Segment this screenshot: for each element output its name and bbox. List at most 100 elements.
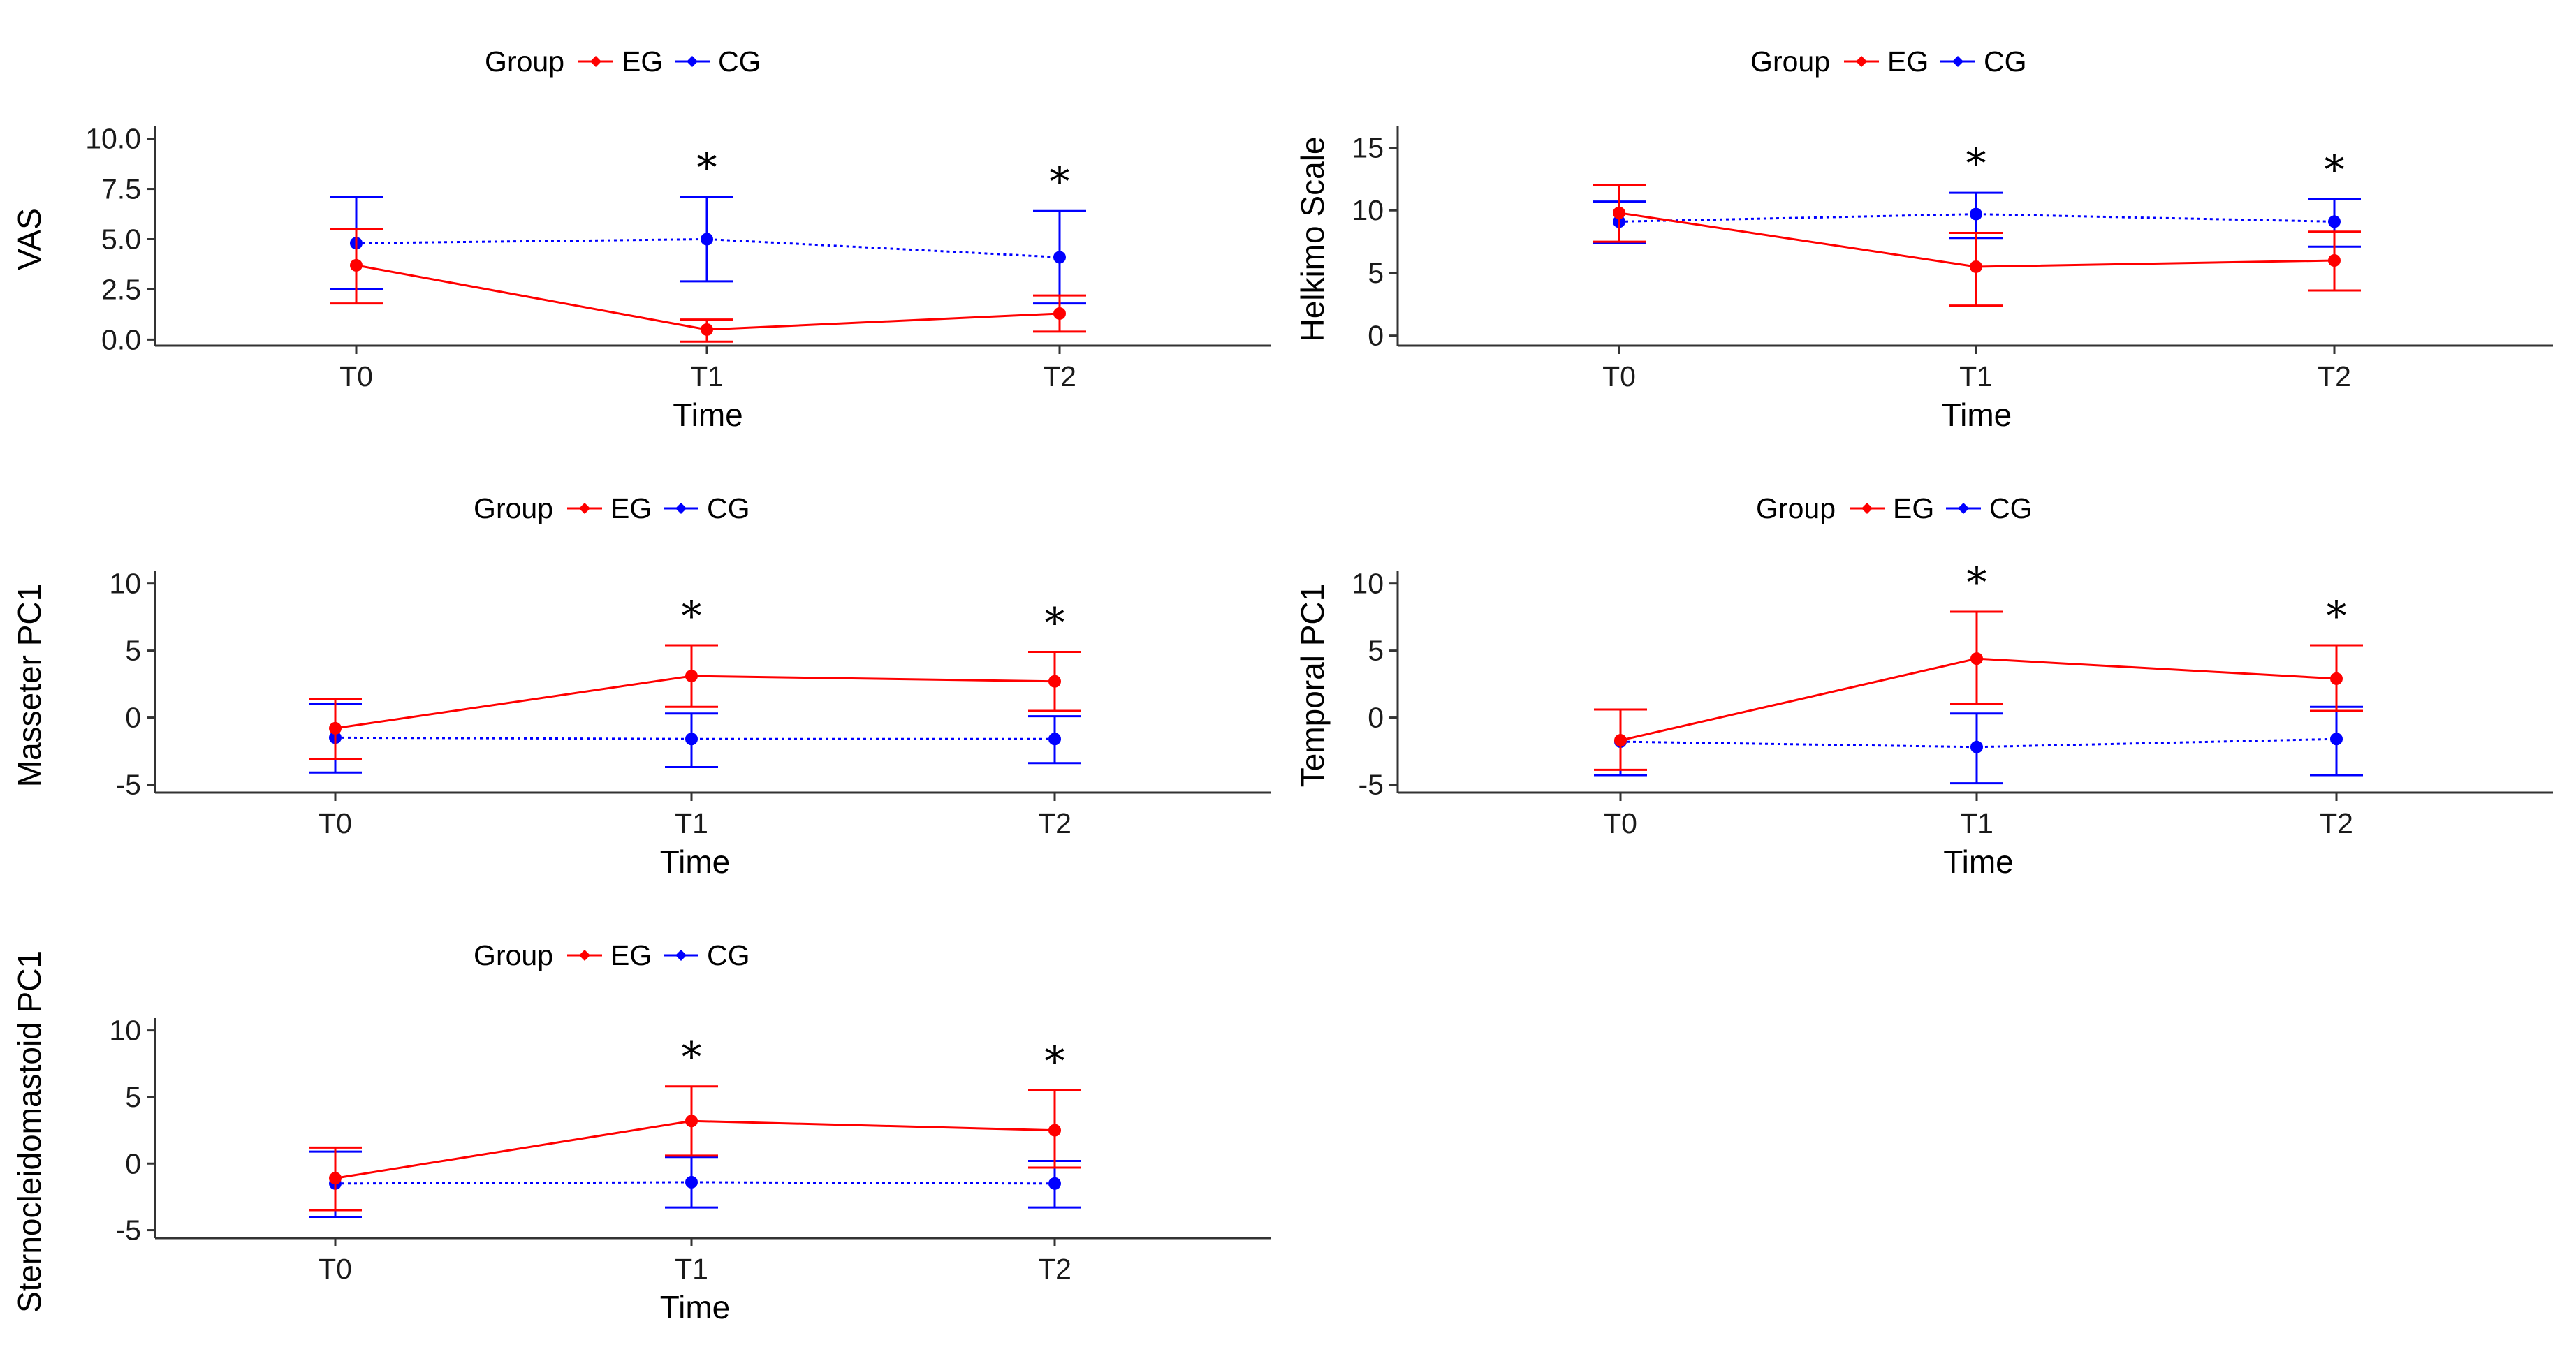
y-tick-label: 5 <box>1368 635 1384 667</box>
significance-star: * <box>1966 140 1986 187</box>
x-tick-label: T2 <box>1038 1253 1071 1285</box>
series-eg <box>309 1085 1081 1212</box>
legend-key-marker-eg <box>590 56 601 67</box>
significance-star: * <box>1050 158 1070 205</box>
data-point-eg <box>685 670 698 683</box>
data-point-eg <box>329 1172 342 1185</box>
data-point-eg <box>350 258 363 272</box>
y-tick-label: 0 <box>1368 702 1384 734</box>
data-point-eg <box>329 721 342 735</box>
x-tick-label: T2 <box>2318 360 2351 392</box>
x-tick-label: T1 <box>1960 807 1993 839</box>
series-line-cg <box>335 1181 1055 1185</box>
x-tick-label: T2 <box>1043 360 1076 392</box>
x-tick-label: T2 <box>2320 807 2353 839</box>
legend-label-cg: CG <box>1989 492 2033 524</box>
x-tick-label: T0 <box>319 807 352 839</box>
y-tick-label: -5 <box>1359 768 1384 800</box>
significance-star: * <box>2327 592 2347 640</box>
series-line-eg <box>335 1119 1055 1179</box>
y-tick-label: 5 <box>125 635 141 667</box>
y-tick-label: 10 <box>109 1015 141 1047</box>
legend-label-cg: CG <box>707 492 750 524</box>
data-point-cg <box>701 233 713 246</box>
series-line-eg <box>1620 657 2337 742</box>
significance-star: * <box>682 592 702 640</box>
legend-label-cg: CG <box>718 45 761 78</box>
legend-label-eg: EG <box>610 492 652 524</box>
x-axis-title: Time <box>660 1289 731 1325</box>
data-point-eg <box>2330 672 2343 685</box>
y-axis-title: Temporal PC1 <box>1294 584 1331 787</box>
legend: Group EG CG <box>1750 45 2026 78</box>
legend-key-marker-cg <box>675 503 687 514</box>
series-eg <box>330 228 1086 343</box>
significance-star: * <box>1045 599 1065 647</box>
legend-label-eg: EG <box>1893 492 1934 524</box>
series-line-cg <box>335 736 1055 740</box>
y-tick-label: 5.0 <box>101 223 141 256</box>
data-point-eg <box>685 1115 698 1128</box>
x-axis-title: Time <box>673 397 743 433</box>
legend-title: Group <box>1756 492 1836 524</box>
x-tick-label: T1 <box>1959 360 1993 392</box>
data-point-cg <box>1048 733 1061 746</box>
y-tick-label: 10.0 <box>85 123 141 155</box>
legend: Group EG CG <box>474 939 749 971</box>
series-eg <box>309 644 1081 760</box>
chart-panel-1: 0.0 2.5 5.0 7.5 10.0 T0 T1 T2 Time VAS Group EG CG * * <box>11 45 1271 433</box>
legend: Group EG CG <box>1756 492 2032 524</box>
x-tick-label: T0 <box>339 360 373 392</box>
y-axis-title: Masseter PC1 <box>11 584 47 787</box>
x-tick-label: T2 <box>1038 807 1071 839</box>
legend: Group EG CG <box>485 45 761 78</box>
x-axis-title: Time <box>1942 397 2012 433</box>
legend-label-cg: CG <box>1984 45 2027 78</box>
data-point-eg <box>1048 1124 1061 1137</box>
legend-label-eg: EG <box>610 939 652 971</box>
y-tick-label: 0.0 <box>101 323 141 355</box>
chart-panel-4: -5 0 5 10 T0 T1 T2 Time Temporal PC1 Group EG CG * * <box>1294 492 2553 880</box>
legend: Group EG CG <box>474 492 749 524</box>
data-point-cg <box>2330 733 2343 746</box>
legend-label-cg: CG <box>707 939 750 971</box>
significance-star: * <box>1967 559 1987 606</box>
chart-panel-2: 0 5 10 15 T0 T1 T2 Time Helkimo Scale Group EG CG * * <box>1294 45 2553 433</box>
y-tick-label: 5 <box>125 1081 141 1113</box>
data-point-eg <box>1614 734 1627 747</box>
x-tick-label: T0 <box>319 1253 352 1285</box>
legend-key-marker-eg <box>1856 56 1867 67</box>
data-point-eg <box>1970 652 1983 665</box>
x-axis-title: Time <box>660 844 731 880</box>
legend-key-marker-cg <box>675 950 687 961</box>
legend-key-marker-cg <box>1958 503 1969 514</box>
data-point-eg <box>1970 260 1982 273</box>
y-tick-label: 15 <box>1352 132 1384 164</box>
legend-label-eg: EG <box>622 45 663 78</box>
x-tick-label: T1 <box>675 1253 708 1285</box>
legend-key-marker-eg <box>579 503 590 514</box>
legend-key-marker-cg <box>1952 56 1963 67</box>
series-cg <box>309 703 1081 774</box>
data-point-cg <box>1048 1177 1061 1190</box>
legend-title: Group <box>474 492 553 524</box>
legend-key-marker-eg <box>579 950 590 961</box>
legend-title: Group <box>474 939 553 971</box>
series-line-eg <box>335 675 1055 730</box>
data-point-cg <box>685 733 698 746</box>
data-point-eg <box>1053 307 1066 320</box>
y-tick-label: 5 <box>1368 257 1384 289</box>
series-eg <box>1594 610 2363 771</box>
y-tick-label: 10 <box>1352 568 1384 600</box>
data-point-eg <box>1048 675 1061 688</box>
x-tick-label: T1 <box>690 360 724 392</box>
data-point-cg <box>1970 207 1982 221</box>
series-cg <box>330 196 1086 305</box>
legend-key-marker-cg <box>687 56 698 67</box>
y-tick-label: -5 <box>116 768 141 800</box>
legend-title: Group <box>1750 45 1830 78</box>
x-tick-label: T1 <box>675 807 708 839</box>
legend-title: Group <box>485 45 564 78</box>
data-point-eg <box>701 323 713 336</box>
series-eg <box>1593 184 2361 307</box>
